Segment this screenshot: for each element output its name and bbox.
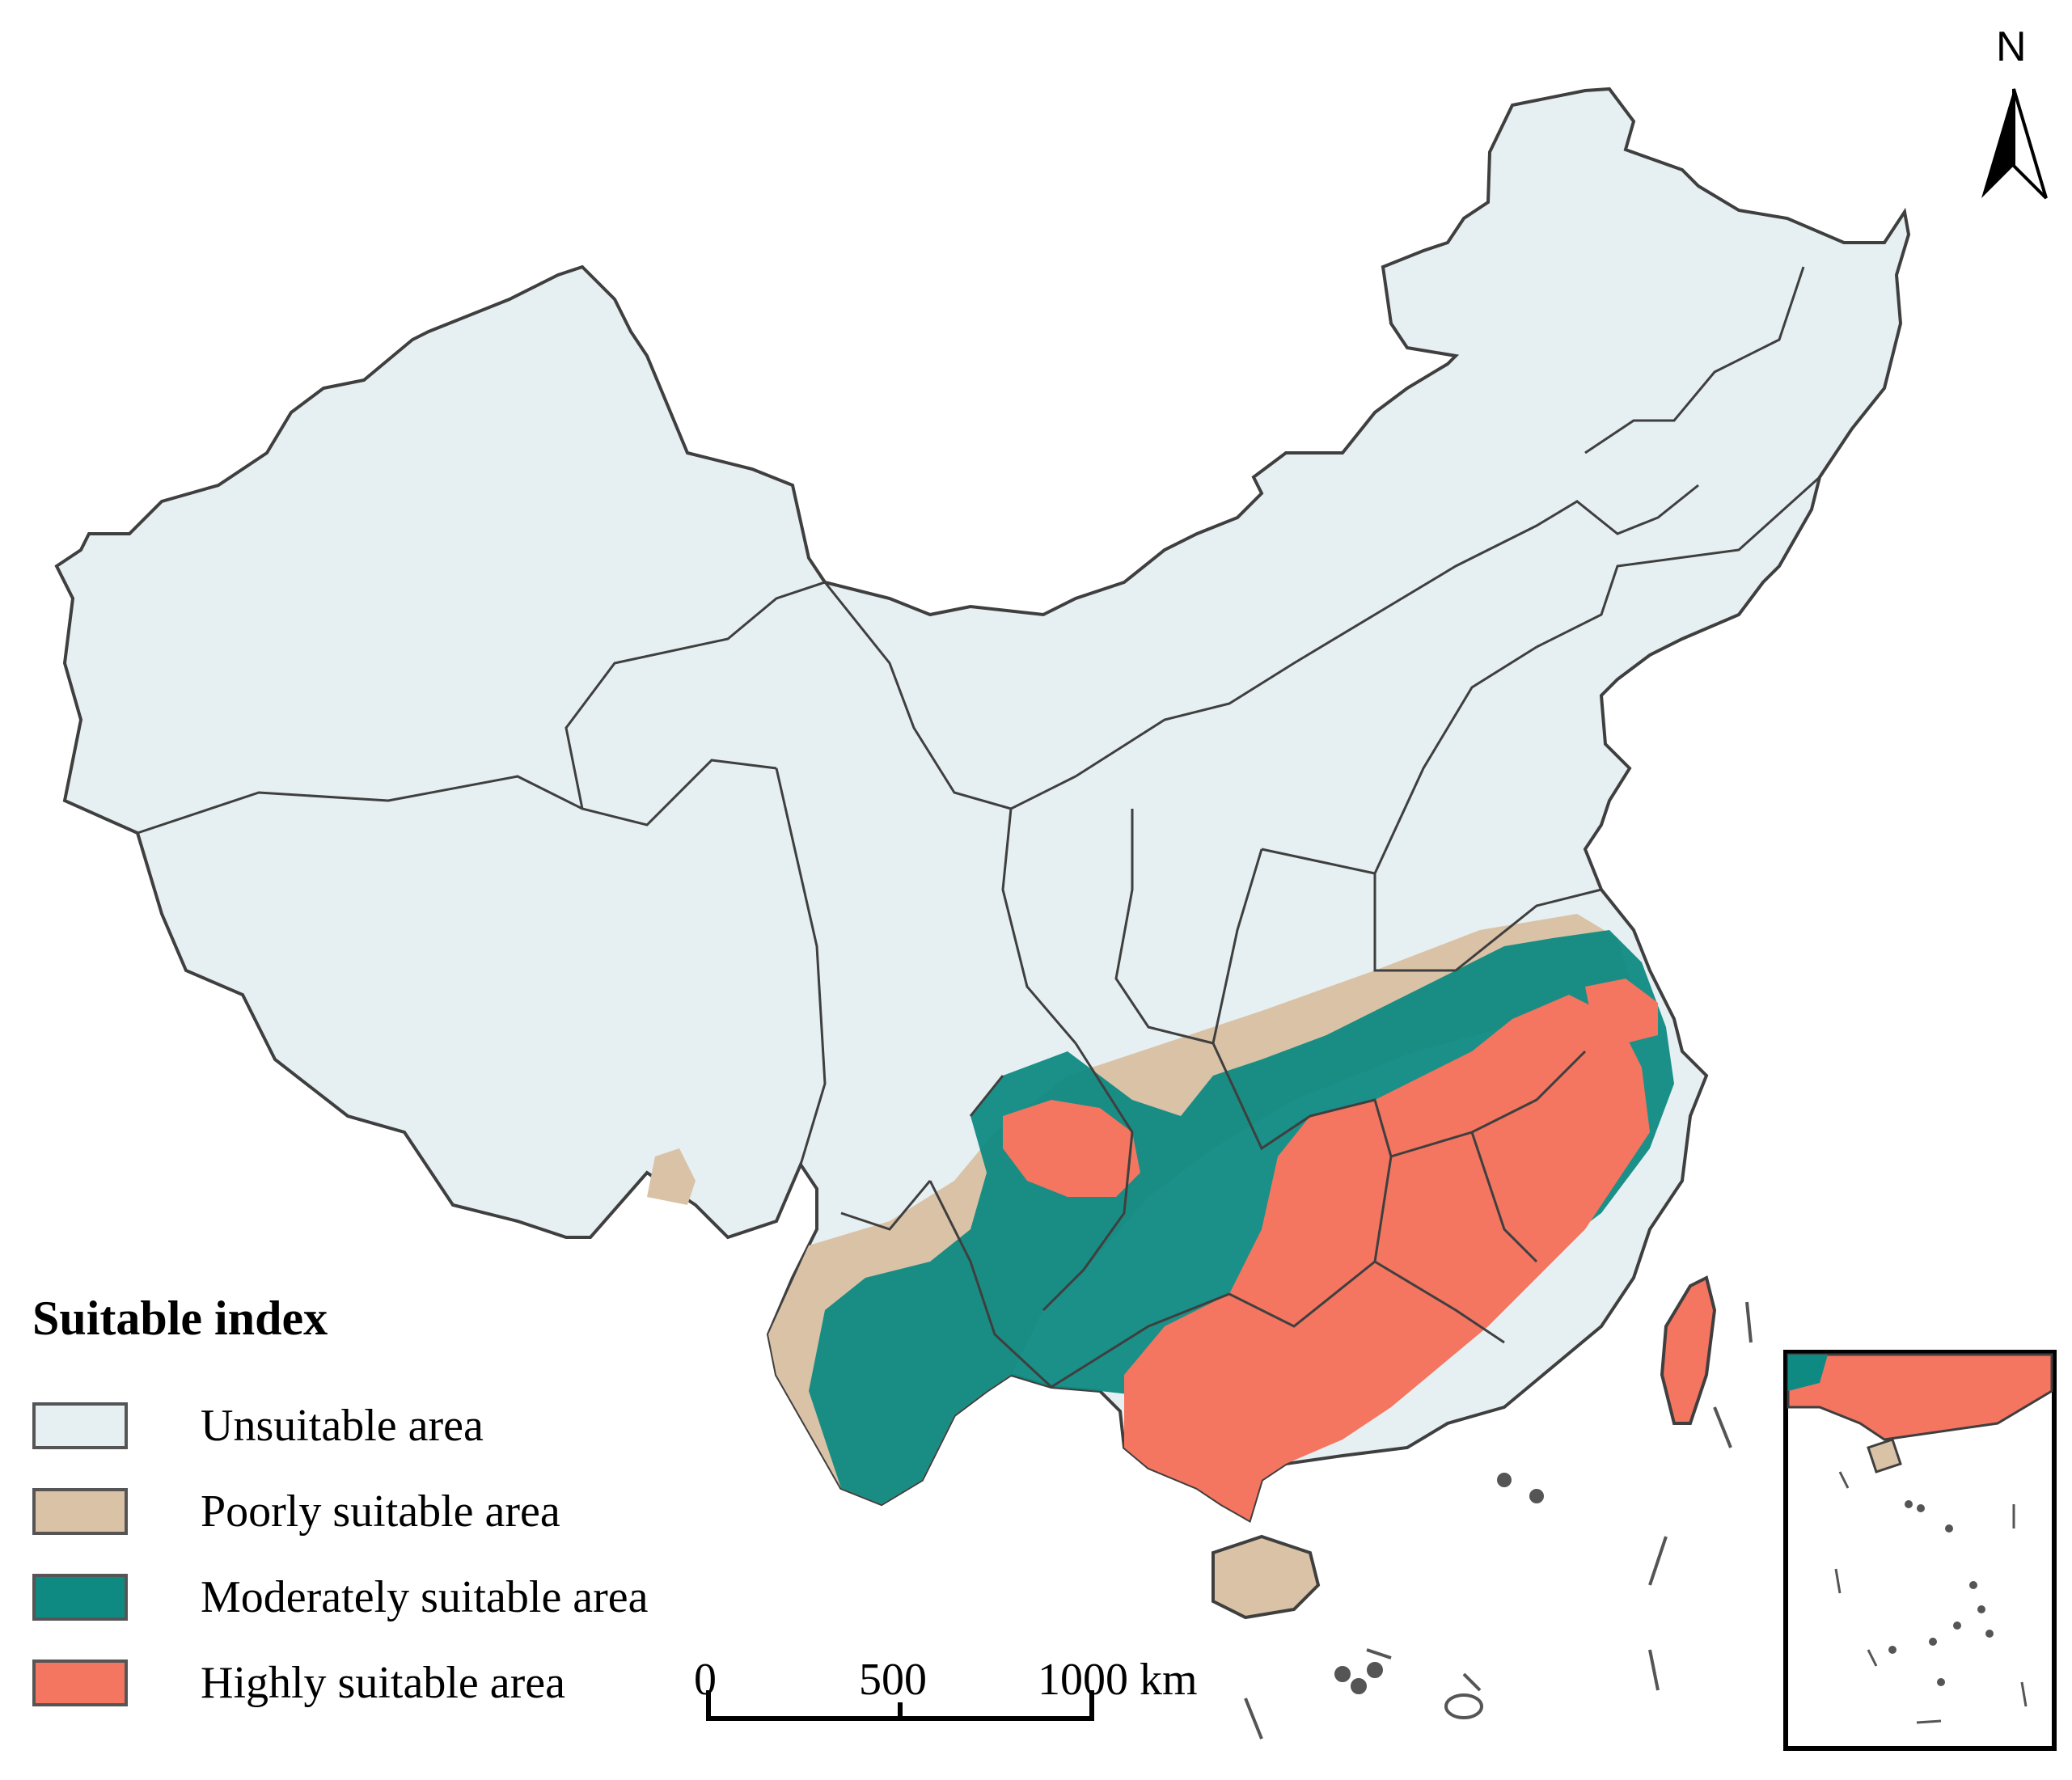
scale-tick-label-1000km: 1000 km bbox=[1038, 1655, 1198, 1705]
poor-suitability-patch-hainan bbox=[1211, 1534, 1321, 1620]
legend-label-poor: Poorly suitable area bbox=[201, 1486, 560, 1537]
legend-item-moderate: Moderately suitable area bbox=[32, 1554, 760, 1640]
legend-label-moderate: Moderately suitable area bbox=[201, 1572, 649, 1622]
north-arrow-left-half bbox=[1981, 89, 2014, 198]
north-arrow-right-half bbox=[2012, 88, 2048, 200]
legend-swatch-high bbox=[32, 1660, 128, 1706]
poor-suitability-patch-tibet bbox=[647, 1148, 696, 1205]
legend-item-high: Highly suitable area bbox=[32, 1640, 760, 1726]
legend-item-poor: Poorly suitable area bbox=[32, 1469, 760, 1554]
island-markers bbox=[1244, 1301, 1753, 1740]
taiwan-island bbox=[1660, 1275, 1717, 1425]
high-suitability-jiangsu bbox=[1585, 979, 1658, 1043]
legend-label-high: Highly suitable area bbox=[201, 1658, 565, 1708]
north-label: N bbox=[1996, 23, 2027, 70]
legend-swatch-moderate bbox=[32, 1574, 128, 1621]
legend-item-unsuitable: Unsuitable area bbox=[32, 1383, 760, 1469]
legend: Suitable index Unsuitable area Poorly su… bbox=[32, 1294, 760, 1726]
inset-map-south-china-sea bbox=[1783, 1350, 2057, 1751]
north-arrow bbox=[1981, 88, 2048, 200]
legend-label-unsuitable: Unsuitable area bbox=[201, 1401, 484, 1451]
legend-swatch-poor bbox=[32, 1488, 128, 1535]
legend-title: Suitable index bbox=[32, 1292, 328, 1345]
legend-swatch-unsuitable bbox=[32, 1402, 128, 1449]
scale-tick-label-500: 500 bbox=[859, 1655, 927, 1705]
high-suitability-sichuan-basin bbox=[1003, 1100, 1140, 1197]
province-boundaries bbox=[137, 266, 1821, 1389]
scale-bar bbox=[706, 1690, 1094, 1721]
high-suitability-region bbox=[1124, 995, 1650, 1520]
scale-tick-label-0: 0 bbox=[694, 1655, 717, 1705]
